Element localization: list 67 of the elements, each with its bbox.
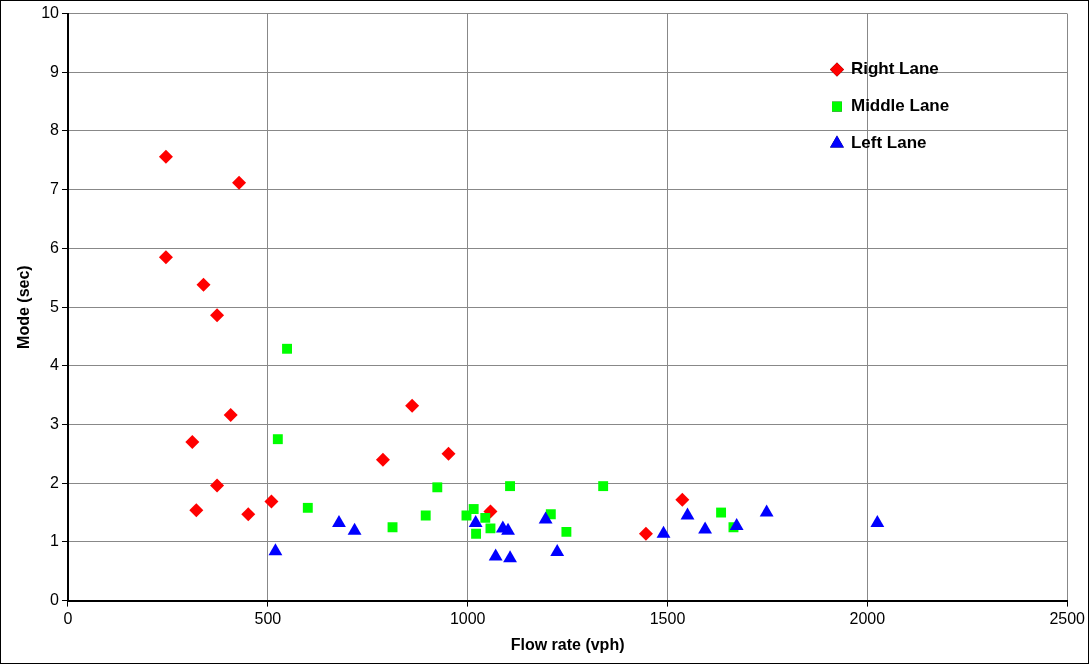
point: [561, 526, 572, 537]
point: [189, 503, 204, 518]
point: [264, 494, 279, 509]
point: [375, 452, 390, 467]
y-tick-label: 1: [50, 532, 60, 550]
point: [210, 308, 225, 323]
y-tick-label: 5: [50, 297, 60, 315]
point: [716, 507, 727, 518]
x-tick-label: 1000: [449, 609, 486, 627]
point: [485, 523, 496, 534]
point: [223, 408, 238, 423]
y-tick-label: 3: [50, 414, 60, 432]
x-tick-label: 1500: [649, 609, 686, 627]
legend-label: Left Lane: [850, 133, 927, 153]
x-tick-label: 2000: [849, 609, 886, 627]
point: [405, 398, 420, 413]
y-tick-label: 0: [50, 591, 60, 609]
point: [441, 446, 456, 461]
point: [503, 550, 517, 563]
point: [680, 507, 695, 520]
y-tick-label: 9: [50, 62, 60, 80]
point: [158, 149, 173, 164]
point: [268, 543, 283, 556]
x-axis-title: Flow rate (vph): [510, 635, 625, 653]
point: [158, 250, 173, 265]
point: [638, 526, 653, 541]
y-tick-label: 2: [50, 473, 60, 491]
y-axis-title: Mode (sec): [15, 265, 33, 349]
point: [387, 522, 398, 533]
point: [675, 492, 690, 507]
point: [210, 478, 225, 493]
point: [420, 510, 431, 521]
point: [468, 504, 479, 514]
point: [870, 515, 885, 528]
point: [759, 504, 774, 517]
legend-label: Middle Lane: [850, 96, 950, 116]
point: [550, 543, 565, 556]
y-tick-label: 10: [41, 4, 60, 22]
point: [656, 525, 671, 538]
point: [538, 511, 553, 524]
legend-label: Right Lane: [850, 59, 939, 79]
x-tick-label: 2500: [1049, 609, 1086, 627]
point: [501, 522, 515, 535]
point: [729, 518, 744, 531]
point: [185, 435, 200, 450]
point: [505, 481, 515, 492]
point: [488, 548, 503, 561]
point: [471, 528, 482, 539]
point: [480, 512, 491, 523]
point: [347, 522, 362, 535]
point: [698, 521, 713, 534]
point: [468, 515, 483, 528]
y-tick-label: 7: [50, 180, 60, 198]
y-tick-label: 4: [50, 356, 60, 374]
y-tick-label: 6: [50, 238, 60, 256]
point: [432, 482, 443, 493]
point: [302, 502, 313, 513]
point: [196, 277, 211, 292]
y-tick-label: 8: [50, 121, 60, 139]
point: [598, 481, 609, 492]
x-tick-label: 500: [254, 609, 282, 627]
point: [272, 434, 283, 445]
point: [332, 515, 346, 528]
point: [241, 507, 256, 522]
point: [282, 343, 292, 354]
point: [232, 175, 247, 190]
x-tick-label: 0: [63, 609, 73, 627]
